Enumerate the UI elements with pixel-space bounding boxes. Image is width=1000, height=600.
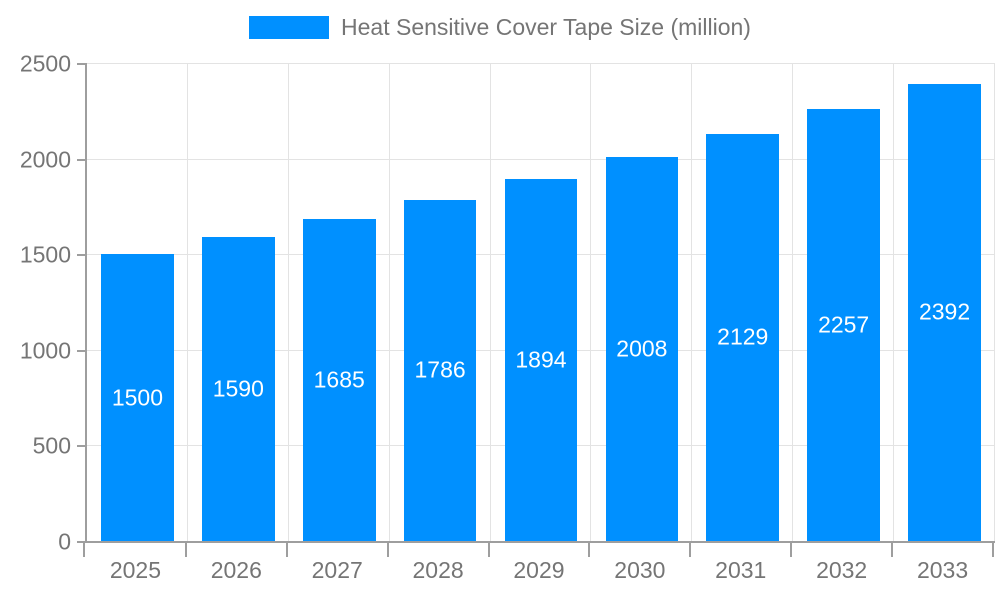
y-axis-tick (77, 254, 85, 257)
y-tick-label: 500 (32, 432, 71, 459)
bar-value-label: 1894 (515, 346, 567, 373)
y-axis-tick (77, 445, 85, 448)
x-tick-label: 2030 (614, 557, 666, 583)
bar-value-label: 1500 (111, 384, 163, 411)
bar: 2257 (807, 109, 880, 541)
y-tick-label: 0 (58, 528, 71, 555)
y-axis-tick (77, 349, 85, 352)
bar-value-label: 1590 (212, 375, 264, 402)
y-gridline (87, 63, 995, 64)
bar: 1685 (302, 218, 376, 541)
x-gridline (489, 63, 491, 541)
y-axis-tick (77, 158, 85, 161)
bar-value-label: 1685 (313, 366, 365, 393)
bar: 2008 (605, 157, 679, 541)
x-axis-tick (689, 543, 692, 557)
x-gridline (792, 63, 794, 541)
legend-swatch (249, 16, 330, 39)
x-tick-label: 2025 (109, 557, 162, 583)
x-axis-tick (790, 543, 793, 557)
y-tick-label: 1000 (19, 337, 71, 364)
y-tick-label: 2500 (19, 50, 71, 77)
x-tick-label: 2026 (210, 557, 262, 583)
x-axis-tick (184, 543, 187, 557)
x-gridline (893, 63, 895, 541)
y-axis-tick (77, 63, 85, 65)
bar-value-label: 1786 (414, 356, 466, 383)
bar: 1500 (101, 254, 174, 541)
x-axis-tick (588, 543, 591, 557)
bar-value-label: 2257 (818, 311, 870, 338)
bar-value-label: 2129 (717, 323, 769, 350)
x-gridline (994, 63, 995, 541)
bar: 2129 (706, 133, 780, 541)
x-gridline (590, 63, 592, 541)
plot-area: 1500 1590 1685 1786 1894 2008 2129 2257 2392 (85, 63, 995, 543)
x-axis-tick (992, 543, 994, 557)
y-tick-label: 1500 (19, 241, 71, 268)
x-axis-tick (83, 543, 85, 557)
x-axis-tick (386, 543, 389, 557)
y-tick-label: 2000 (19, 146, 71, 173)
bar: 1894 (504, 178, 578, 541)
x-axis-tick (487, 543, 490, 557)
bar: 1786 (403, 199, 477, 541)
x-gridline (388, 63, 390, 541)
x-axis-tick (285, 543, 288, 557)
bar-value-label: 2008 (616, 335, 668, 362)
bar: 1590 (202, 237, 275, 541)
y-axis-tick (77, 541, 85, 543)
x-tick-label: 2031 (715, 557, 767, 583)
x-tick-label: 2032 (816, 557, 868, 583)
y-gridline (87, 158, 995, 160)
x-tick-label: 2027 (311, 557, 363, 583)
bar: 2392 (908, 83, 981, 541)
x-tick-label: 2028 (412, 557, 464, 583)
x-axis-tick (891, 543, 894, 557)
x-gridline (691, 63, 693, 541)
bar-value-label: 2392 (918, 298, 971, 325)
x-tick-label: 2029 (513, 557, 565, 583)
x-gridline (186, 63, 188, 541)
legend-label: Heat Sensitive Cover Tape Size (million) (341, 14, 751, 40)
legend: Heat Sensitive Cover Tape Size (million) (0, 14, 1000, 41)
x-gridline (287, 63, 289, 541)
x-tick-label: 2033 (916, 557, 969, 583)
